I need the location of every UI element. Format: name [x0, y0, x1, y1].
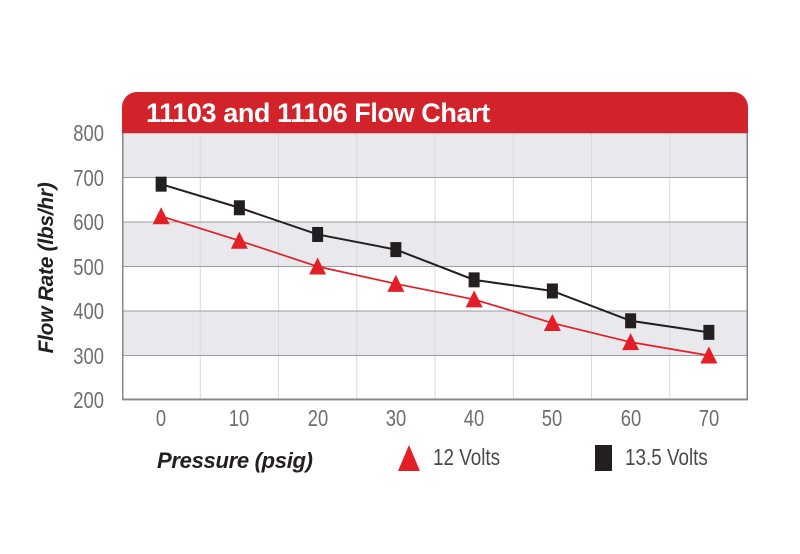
series-line-13-5-volts — [160, 183, 710, 334]
square-marker-icon — [703, 324, 715, 340]
series-line-12-volts — [160, 215, 710, 357]
triangle-marker-icon — [152, 207, 170, 225]
y-tick-label: 300 — [73, 342, 104, 369]
y-axis-tick-labels: 800 700 600 500 400 300 200 — [30, 0, 104, 554]
square-marker-icon — [312, 226, 324, 242]
triangle-marker-icon — [543, 314, 561, 332]
y-tick-label: 700 — [73, 164, 104, 191]
legend-item-12-volts: 12 Volts — [398, 444, 515, 471]
triangle-marker-icon — [230, 231, 248, 249]
triangle-marker-icon — [387, 274, 405, 292]
x-axis-tick-labels: 0 10 20 30 40 50 60 70 — [0, 406, 800, 432]
legend-item-13-5-volts: 13.5 Volts — [594, 444, 726, 471]
square-marker-icon — [390, 242, 402, 258]
x-tick-label: 70 — [698, 405, 720, 431]
triangle-marker-icon — [622, 333, 640, 351]
chart-title: 11103 and 11106 Flow Chart — [146, 98, 490, 128]
square-marker-icon — [468, 272, 480, 288]
plot-border — [122, 133, 748, 400]
square-marker-icon — [155, 176, 167, 192]
x-axis-title: Pressure (psig) — [157, 448, 313, 473]
y-axis-title: Flow Rate (lbs/hr) — [35, 182, 58, 354]
chart-title-banner: 11103 and 11106 Flow Chart — [122, 92, 748, 133]
y-tick-label: 200 — [73, 387, 104, 413]
legend-label: 12 Volts — [433, 444, 501, 470]
y-tick-label: 400 — [73, 298, 104, 324]
y-tick-label: 800 — [73, 120, 104, 146]
legend: 12 Volts 13.5 Volts — [398, 444, 726, 471]
triangle-marker-icon — [700, 346, 718, 364]
x-tick-label: 20 — [307, 405, 328, 431]
plot-area — [122, 133, 748, 401]
x-tick-label: 50 — [542, 405, 563, 431]
x-tick-label: 60 — [620, 405, 641, 431]
y-tick-label: 600 — [73, 209, 104, 235]
square-marker-icon — [594, 444, 612, 471]
legend-label: 13.5 Volts — [624, 444, 708, 470]
square-marker-icon — [625, 313, 637, 329]
x-tick-label: 40 — [463, 405, 485, 431]
x-tick-label: 10 — [229, 405, 250, 431]
triangle-marker-icon — [309, 257, 327, 275]
triangle-marker-icon — [398, 444, 420, 471]
x-tick-label: 0 — [156, 405, 167, 431]
x-tick-label: 30 — [385, 405, 407, 431]
triangle-marker-icon — [465, 290, 483, 308]
square-marker-icon — [546, 283, 558, 299]
y-tick-label: 500 — [73, 253, 104, 280]
square-marker-icon — [233, 200, 245, 216]
